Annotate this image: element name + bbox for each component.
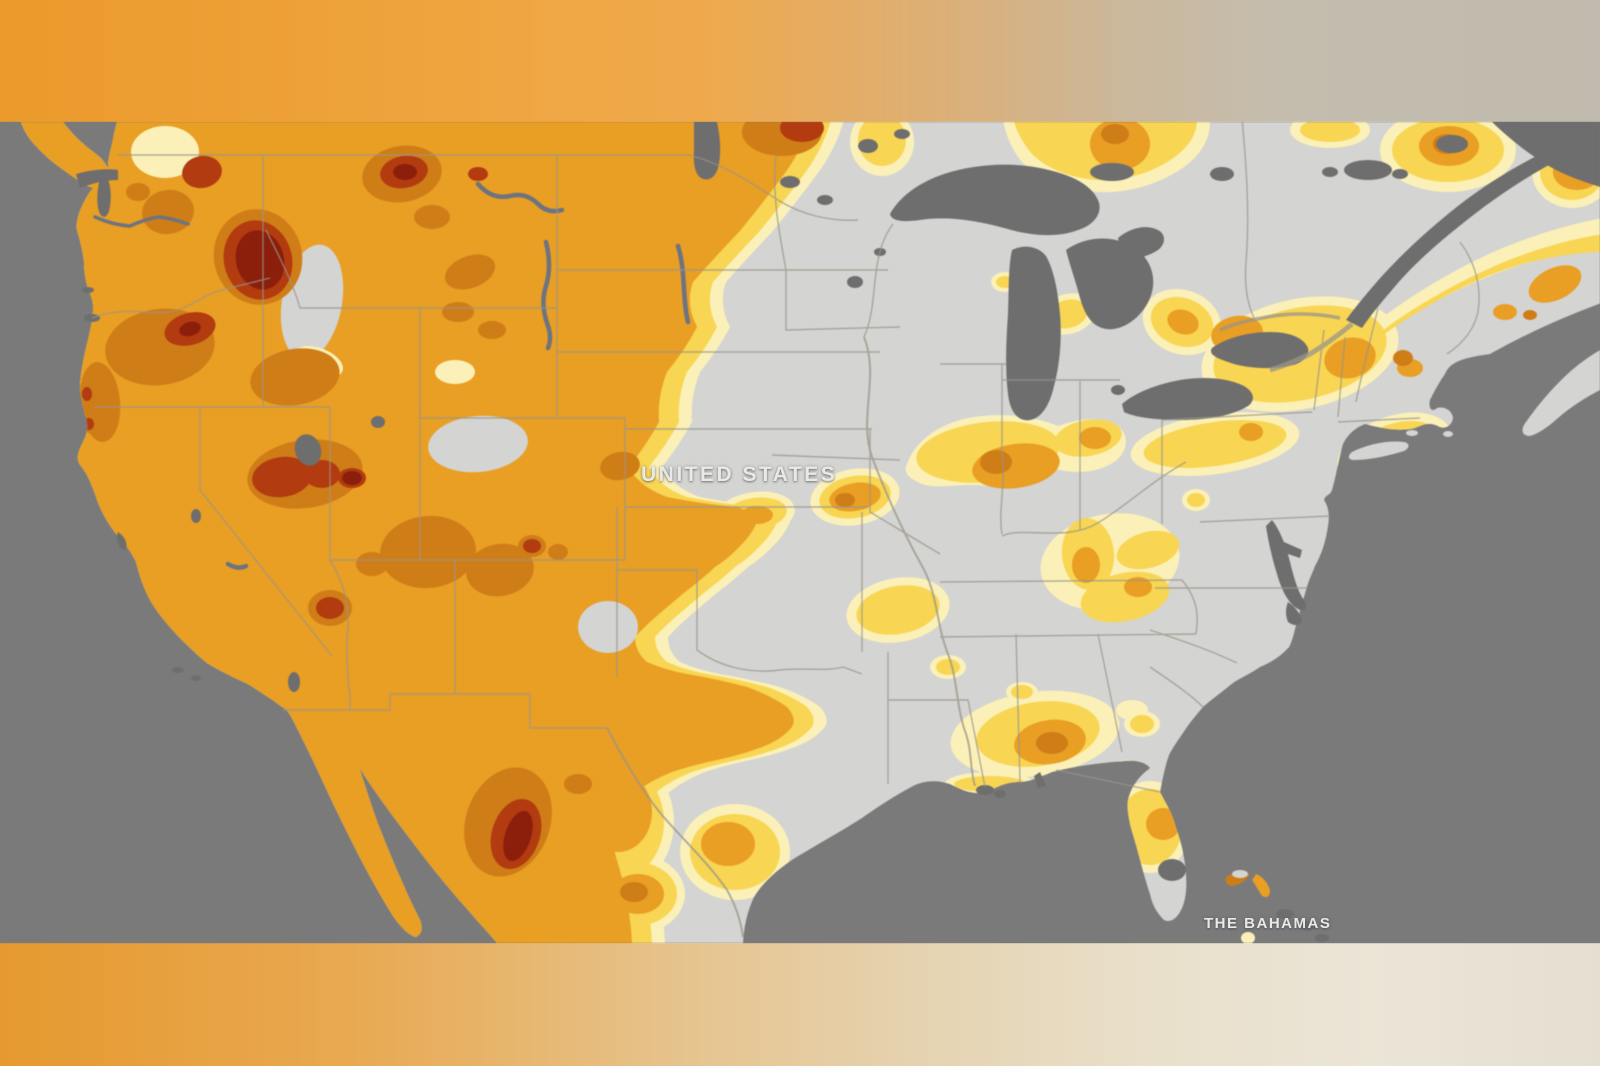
country-label: UNITED STATES [641, 463, 838, 486]
rivers [93, 181, 691, 570]
missouri-river [475, 181, 565, 214]
lake-michigan [1006, 246, 1061, 421]
mobile-bay [1034, 772, 1046, 788]
drought-layer-maroon [179, 164, 533, 862]
lake-superior [890, 164, 1100, 236]
lake-okeechobee [1158, 859, 1186, 881]
lake-winnipeg [693, 122, 721, 180]
map-canvas [0, 122, 1600, 943]
blurred-bottom-band [0, 943, 1600, 1066]
inland-water [76, 122, 1600, 881]
nova-scotia [1522, 350, 1600, 436]
great-salt-lake [294, 434, 322, 466]
bahamas-islands [1225, 870, 1329, 943]
puget-sound [97, 172, 111, 217]
bahamas-label: THE BAHAMAS [1204, 915, 1332, 932]
lake-ontario [1210, 332, 1309, 369]
blurred-top-band [0, 0, 1600, 122]
strait-juan-de-fuca [76, 169, 118, 188]
san-francisco-bay [116, 532, 127, 550]
rio-grande [606, 727, 744, 938]
lake-tahoe [191, 509, 201, 523]
st-lawrence-river [1346, 150, 1566, 328]
georgian-bay [1118, 227, 1164, 258]
lake-huron [1066, 238, 1154, 330]
drought-map [0, 122, 1600, 943]
lake-erie [1122, 378, 1253, 420]
columbia-river [93, 215, 190, 228]
salton-sea [288, 672, 300, 692]
long-island [1348, 441, 1409, 460]
state-borders [91, 122, 1480, 938]
pamlico-sound [1286, 602, 1302, 625]
